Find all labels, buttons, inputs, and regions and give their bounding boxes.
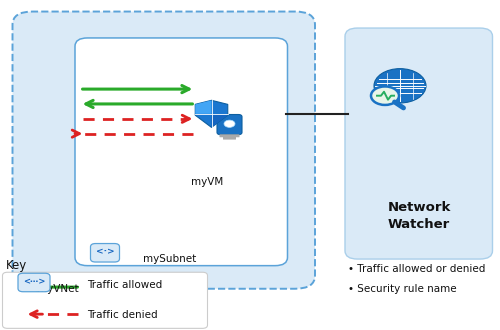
Text: myVNet: myVNet [36,284,78,294]
FancyBboxPatch shape [223,136,236,140]
Text: myVM: myVM [192,177,224,186]
Text: Traffic allowed: Traffic allowed [88,280,163,290]
Text: Network
Watcher: Network Watcher [388,201,450,231]
FancyBboxPatch shape [220,134,240,137]
Circle shape [371,86,399,105]
Circle shape [224,120,235,127]
FancyBboxPatch shape [12,12,315,289]
PathPatch shape [212,114,228,127]
Text: Key: Key [6,259,27,272]
FancyBboxPatch shape [345,28,492,259]
Circle shape [374,69,426,103]
FancyBboxPatch shape [217,115,242,135]
PathPatch shape [195,100,228,127]
FancyBboxPatch shape [2,272,208,328]
Text: • Security rule name: • Security rule name [348,284,456,294]
PathPatch shape [195,100,212,114]
Text: Traffic denied: Traffic denied [88,310,158,320]
Text: mySubnet: mySubnet [142,254,196,264]
FancyBboxPatch shape [75,38,288,266]
FancyBboxPatch shape [18,273,50,292]
FancyBboxPatch shape [90,244,120,262]
Text: <⋯>: <⋯> [23,277,45,286]
Text: • Traffic allowed or denied: • Traffic allowed or denied [348,264,485,274]
Text: <·>: <·> [96,247,114,256]
